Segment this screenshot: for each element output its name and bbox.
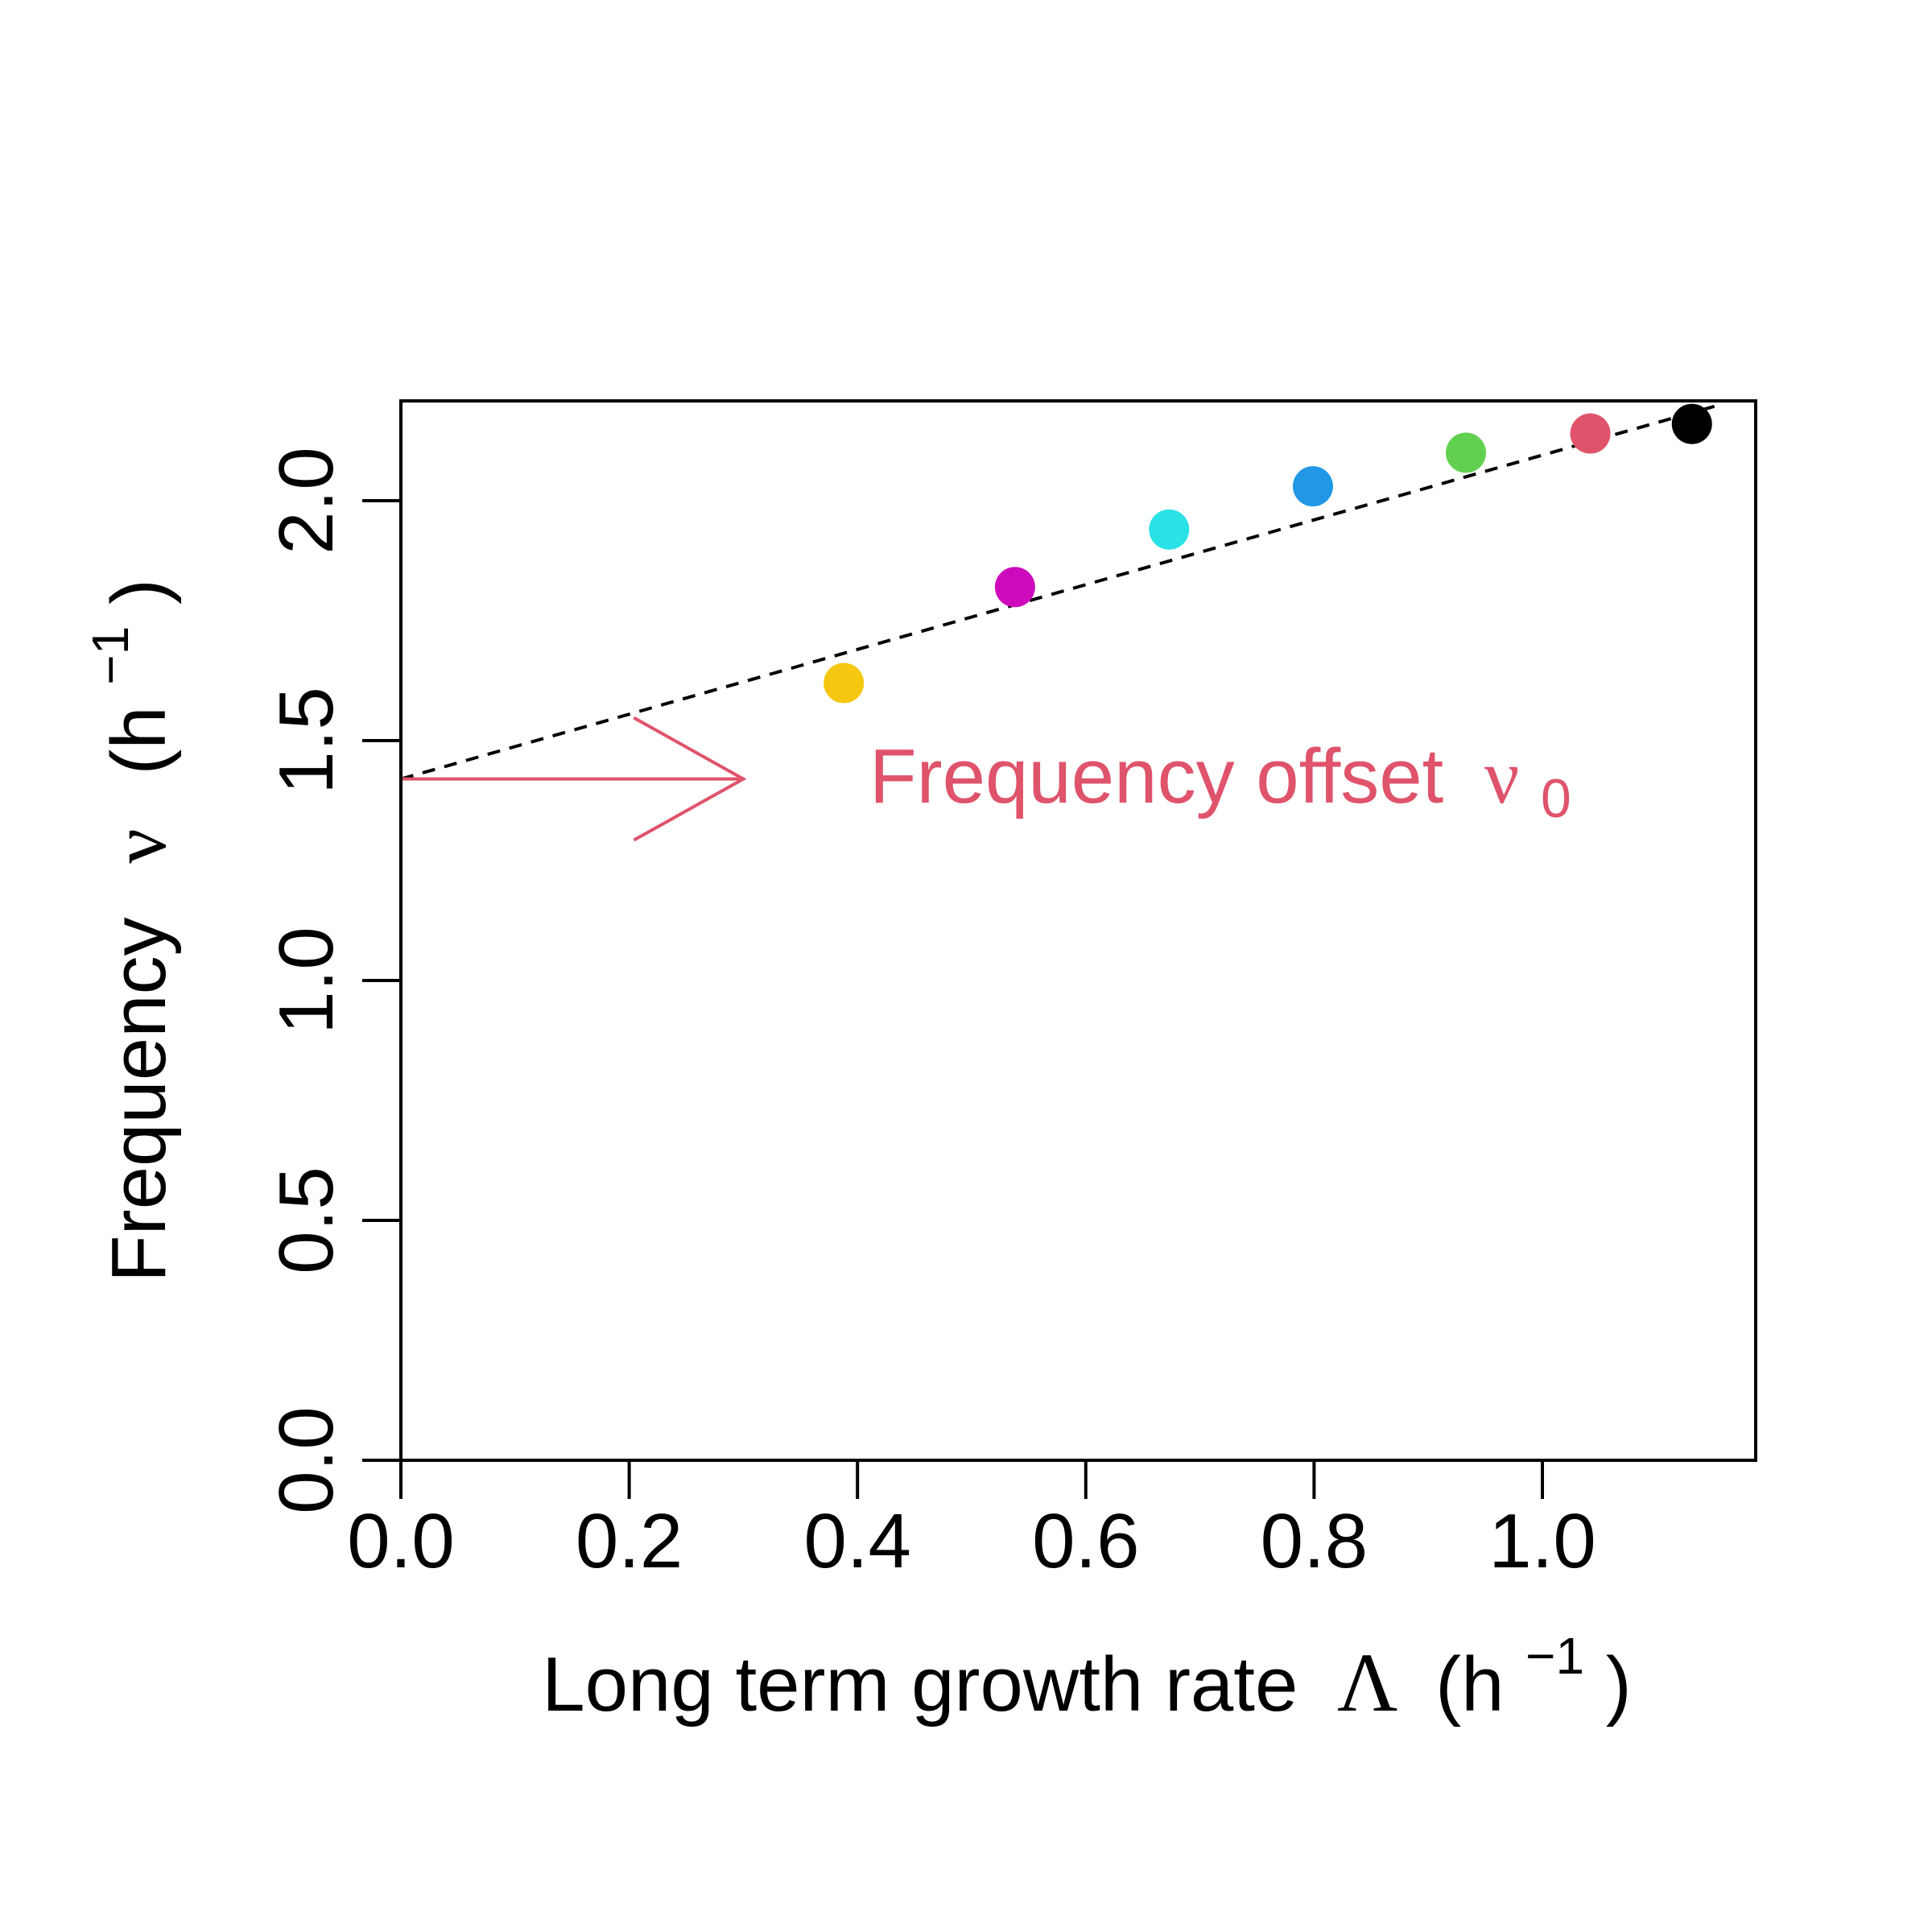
annotation-symbol: ν [1484, 733, 1519, 819]
data-point [1445, 432, 1486, 473]
y-tick-label: 1.5 [263, 687, 349, 794]
x-tick-label: 0.2 [576, 1498, 683, 1584]
y-tick-label: 0.5 [263, 1166, 349, 1274]
x-tick-label: 1.0 [1488, 1498, 1596, 1584]
axes-layer: 0.0 0.2 0.4 0.6 0.8 1.0 0.0 0.5 1.0 1.5 2.0 [263, 447, 1596, 1584]
x-axis-unit-open: (h [1435, 1641, 1504, 1728]
annotation-arrow-head [633, 716, 747, 842]
x-axis-unit-close: ) [1606, 1641, 1632, 1728]
annotation-label: Frequency offset ν 0 [869, 733, 1571, 829]
x-tick-label: 0.0 [347, 1498, 454, 1584]
data-point [824, 663, 865, 704]
x-tick-label: 0.6 [1032, 1498, 1139, 1584]
data-point [1570, 413, 1611, 454]
x-tick-label: 0.4 [803, 1498, 910, 1584]
annotation-layer [401, 716, 747, 842]
data-point [1292, 466, 1333, 507]
annotation-subscript: 0 [1541, 768, 1571, 829]
fit-line [400, 402, 1721, 781]
y-axis-title-text: Frequency [96, 917, 182, 1282]
x-axis-title: Long term growth rate Λ (h −1 ) [542, 1604, 1632, 1729]
y-tick-label: 0.0 [263, 1406, 349, 1513]
y-axis-unit-close: ) [96, 579, 182, 605]
annotation-text: Frequency offset [869, 733, 1443, 819]
x-axis-title-text: Long term growth rate [542, 1641, 1298, 1728]
y-axis-symbol: ν [96, 828, 182, 863]
data-point [1149, 509, 1190, 550]
y-axis-unit-open: (h [96, 706, 182, 774]
points-layer [824, 403, 1712, 704]
data-point [994, 567, 1035, 608]
data-point [1671, 403, 1712, 444]
fit-line-layer [400, 402, 1721, 781]
y-axis-title: Frequency ν (h −1 ) [59, 579, 182, 1282]
y-axis-unit-exp: −1 [81, 626, 139, 685]
plot-frame [399, 399, 1757, 1462]
x-axis-symbol: Λ [1337, 1637, 1397, 1729]
y-tick-label: 2.0 [263, 447, 349, 554]
y-tick-label: 1.0 [263, 927, 349, 1034]
x-tick-label: 0.8 [1261, 1498, 1368, 1584]
x-axis-unit-exp: −1 [1525, 1627, 1584, 1685]
